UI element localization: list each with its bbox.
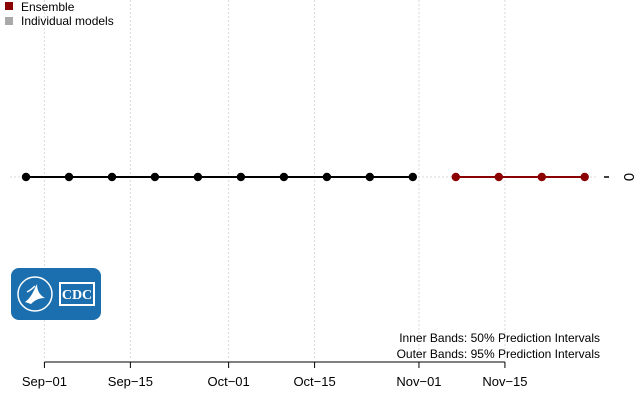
series-0-point-1: [64, 172, 74, 182]
series-1-point-1: [494, 172, 503, 182]
x-tick-label-3: Oct−15: [293, 374, 335, 389]
outer-bands-note: Outer Bands: 95% Prediction Intervals: [397, 347, 600, 361]
x-tick-label-1: Sep−15: [108, 374, 153, 389]
series-0-point-0: [21, 172, 31, 182]
y-tick-label-0: 0: [620, 173, 637, 181]
series-1-point-0: [451, 172, 460, 182]
hhs-eagle-icon: CDC: [17, 276, 95, 312]
x-tick-label-5: Nov−15: [482, 374, 527, 389]
series-0-point-3: [150, 172, 160, 182]
y-axis: 0: [604, 173, 637, 181]
legend-label-ensemble: Ensemble: [21, 0, 75, 14]
x-tick-label-4: Nov−01: [396, 374, 441, 389]
series-0-point-8: [365, 172, 374, 182]
series-0-point-6: [279, 172, 289, 182]
legend-swatch-individual: [5, 17, 13, 25]
cdc-logo-text: CDC: [62, 288, 92, 303]
legend-label-individual: Individual models: [21, 14, 114, 28]
series-0-point-4: [193, 172, 203, 182]
x-tick-label-2: Oct−01: [207, 374, 249, 389]
series-layer: [21, 172, 589, 182]
cdc-logo: CDC: [11, 268, 101, 320]
series-0-point-2: [107, 172, 117, 182]
series-0-point-9: [408, 172, 417, 182]
x-tick-label-0: Sep−01: [22, 374, 67, 389]
x-axis: Sep−01 Sep−15 Oct−01 Oct−15 Nov−01 Nov−15: [22, 361, 528, 389]
series-1-point-2: [537, 172, 546, 182]
inner-bands-note: Inner Bands: 50% Prediction Intervals: [399, 331, 600, 345]
series-0-point-7: [322, 172, 332, 182]
series-0-point-5: [236, 172, 246, 182]
legend-swatch-ensemble: [5, 2, 13, 10]
series-1-point-3: [580, 172, 589, 182]
legend: Ensemble Individual models: [5, 0, 114, 28]
